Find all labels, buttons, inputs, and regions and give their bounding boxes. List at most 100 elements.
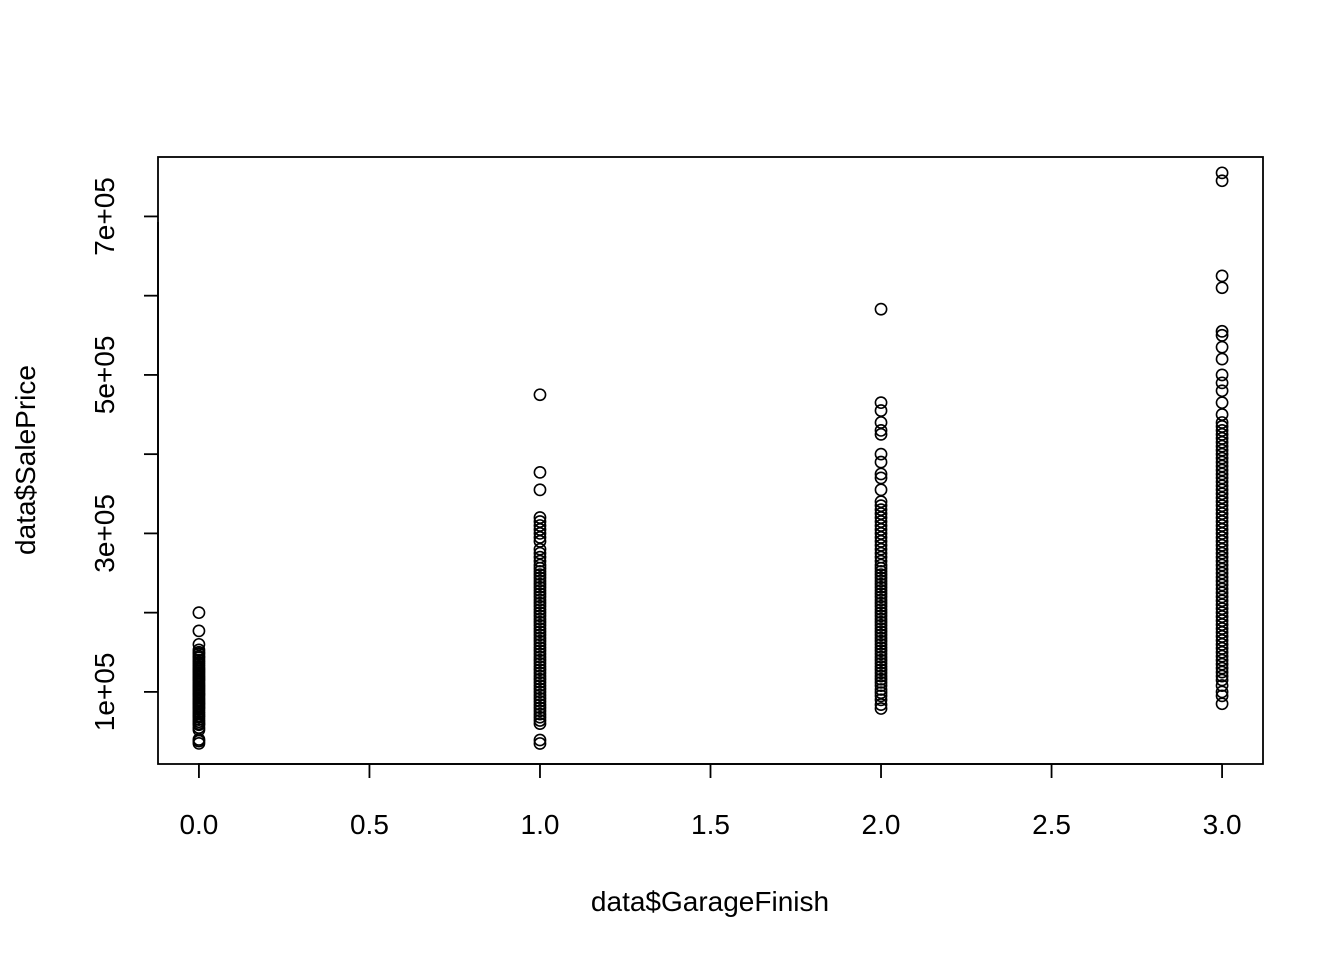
data-point bbox=[533, 704, 547, 718]
data-point bbox=[874, 404, 888, 417]
data-point bbox=[192, 606, 206, 620]
data-point bbox=[1215, 174, 1229, 188]
data-point bbox=[874, 656, 888, 670]
data-point bbox=[874, 302, 888, 316]
data-point bbox=[874, 615, 888, 629]
plot-frame bbox=[157, 156, 1264, 765]
data-point bbox=[874, 686, 888, 700]
data-point bbox=[533, 669, 547, 683]
data-point bbox=[533, 710, 547, 724]
data-point bbox=[874, 644, 888, 658]
y-tick-label: 7e+05 bbox=[89, 177, 120, 256]
data-point bbox=[1215, 384, 1229, 398]
data-point bbox=[533, 707, 547, 721]
data-point bbox=[874, 565, 888, 578]
data-point bbox=[874, 672, 888, 686]
points-layer bbox=[192, 166, 1229, 750]
data-point bbox=[533, 650, 547, 664]
data-point bbox=[533, 515, 547, 528]
data-point bbox=[874, 666, 888, 680]
data-point bbox=[533, 571, 547, 585]
y-axis: 1e+05 3e+05 5e+05 7e+05 bbox=[89, 177, 159, 732]
data-point bbox=[874, 416, 888, 429]
data-point bbox=[874, 622, 888, 635]
data-point bbox=[874, 609, 888, 623]
data-point bbox=[874, 606, 888, 620]
data-point bbox=[533, 691, 547, 705]
data-point bbox=[874, 679, 888, 692]
data-point bbox=[874, 499, 888, 513]
x-tick-label: 1.5 bbox=[691, 809, 730, 840]
data-point bbox=[533, 593, 547, 607]
data-point bbox=[874, 612, 888, 626]
data-point bbox=[874, 571, 888, 585]
data-point bbox=[874, 568, 888, 582]
x-tick-label: 2.0 bbox=[862, 809, 901, 840]
data-point bbox=[533, 641, 547, 654]
data-point bbox=[874, 596, 888, 610]
data-point bbox=[533, 603, 547, 616]
data-point bbox=[192, 624, 206, 638]
y-tick-label: 1e+05 bbox=[89, 653, 120, 732]
data-point bbox=[533, 679, 547, 692]
data-point bbox=[533, 612, 547, 626]
data-point bbox=[533, 465, 547, 479]
data-point bbox=[533, 698, 547, 711]
data-point bbox=[874, 580, 888, 594]
data-point bbox=[533, 701, 547, 715]
data-point bbox=[533, 388, 547, 402]
data-point bbox=[874, 702, 888, 715]
data-point bbox=[874, 590, 888, 604]
data-point bbox=[874, 650, 888, 664]
data-point bbox=[874, 603, 888, 616]
data-point bbox=[1215, 269, 1229, 283]
data-point bbox=[533, 656, 547, 670]
data-point bbox=[874, 663, 888, 677]
data-point bbox=[533, 737, 547, 750]
data-point bbox=[533, 565, 547, 578]
data-point bbox=[533, 615, 547, 629]
data-point bbox=[533, 618, 547, 632]
data-point bbox=[533, 625, 547, 639]
data-point bbox=[533, 519, 547, 532]
data-point bbox=[874, 660, 888, 673]
data-point bbox=[1215, 396, 1229, 410]
data-point bbox=[533, 672, 547, 686]
data-point bbox=[533, 622, 547, 635]
data-point bbox=[1215, 328, 1229, 342]
data-point bbox=[192, 637, 206, 651]
data-point bbox=[533, 682, 547, 696]
data-point bbox=[533, 685, 547, 699]
data-point bbox=[533, 596, 547, 610]
y-axis-title: data$SalePrice bbox=[10, 365, 41, 555]
x-tick-label: 1.0 bbox=[521, 809, 560, 840]
data-point bbox=[533, 666, 547, 680]
data-point bbox=[874, 637, 888, 651]
data-point bbox=[874, 584, 888, 597]
data-point bbox=[533, 483, 547, 497]
data-point bbox=[874, 618, 888, 632]
data-point bbox=[533, 550, 547, 564]
data-point bbox=[874, 641, 888, 654]
x-axis-title: data$GarageFinish bbox=[591, 886, 829, 917]
data-point bbox=[533, 675, 547, 689]
data-point bbox=[874, 423, 888, 437]
data-point bbox=[874, 647, 888, 661]
data-point bbox=[874, 675, 888, 689]
data-point bbox=[1215, 281, 1229, 295]
data-point bbox=[874, 683, 888, 696]
data-point bbox=[192, 643, 206, 657]
data-point bbox=[874, 693, 888, 707]
data-point bbox=[874, 396, 888, 410]
data-point bbox=[533, 714, 547, 727]
data-point bbox=[874, 574, 888, 588]
y-tick-label: 3e+05 bbox=[89, 494, 120, 573]
data-point bbox=[1215, 416, 1229, 429]
x-axis: 0.0 0.5 1.0 1.5 2.0 2.5 3.0 bbox=[179, 763, 1242, 840]
data-point bbox=[1215, 408, 1229, 421]
data-point bbox=[533, 606, 547, 620]
data-point bbox=[874, 455, 888, 469]
data-point bbox=[874, 593, 888, 607]
data-point bbox=[874, 625, 888, 639]
